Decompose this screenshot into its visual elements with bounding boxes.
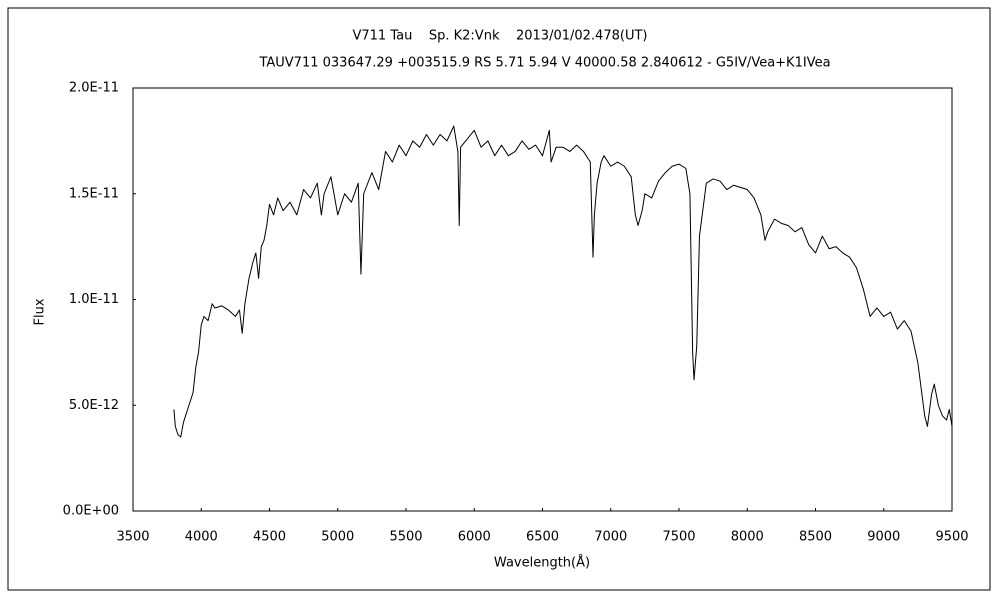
x-tick-label: 7500 xyxy=(662,530,695,545)
y-tick-label: 5.0E-12 xyxy=(69,398,119,413)
frame xyxy=(7,7,991,591)
x-tick-label: 7000 xyxy=(594,530,627,545)
x-tick-label: 8000 xyxy=(731,530,764,545)
spectrum-line xyxy=(173,125,953,438)
y-axis-label: Flux xyxy=(33,298,48,325)
x-tick-label: 8500 xyxy=(799,530,832,545)
plot-area xyxy=(132,87,953,512)
x-axis-label: Wavelength(Å) xyxy=(494,555,590,571)
x-tick-label: 6000 xyxy=(458,530,491,545)
chart-title: V711 Tau Sp. K2:Vnk 2013/01/02.478(UT) xyxy=(353,29,648,44)
x-tick-label: 9000 xyxy=(867,530,900,545)
x-tick-label: 3500 xyxy=(116,530,149,545)
y-tick-label: 1.0E-11 xyxy=(69,292,119,307)
y-tick-label: 0.0E+00 xyxy=(63,504,119,519)
y-tick-label: 1.5E-11 xyxy=(69,186,119,201)
x-tick-label: 5000 xyxy=(321,530,354,545)
y-tick-label: 2.0E-11 xyxy=(69,81,119,96)
chart-subtitle: TAUV711 033647.29 +003515.9 RS 5.71 5.94… xyxy=(258,56,830,71)
x-tick-label: 4000 xyxy=(185,530,218,545)
x-tick-label: 4500 xyxy=(253,530,286,545)
x-tick-label: 5500 xyxy=(389,530,422,545)
x-tick-label: 9500 xyxy=(935,530,968,545)
x-tick-label: 6500 xyxy=(526,530,559,545)
